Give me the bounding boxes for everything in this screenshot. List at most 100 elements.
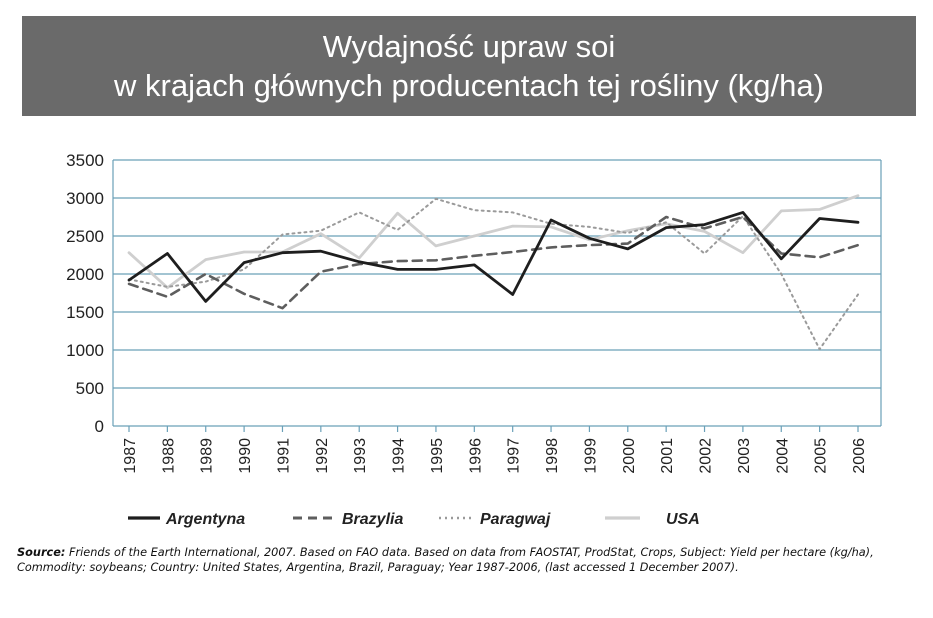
data-point-argentyna-1994	[396, 268, 398, 270]
data-point-paragwaj-1992	[320, 229, 322, 231]
data-point-argentyna-2003	[742, 211, 744, 213]
data-point-usa-1989	[205, 258, 207, 260]
series-line-usa	[127, 194, 860, 290]
y-axis-tick-labels: 0 500 1000 1500 2000 2500 3000 3500	[66, 151, 104, 436]
data-point-usa-2006	[857, 195, 859, 197]
data-point-usa-1993	[358, 257, 360, 259]
series-brazylia	[127, 215, 860, 310]
x-tick-label: 2006	[851, 438, 868, 474]
data-point-usa-1998	[550, 226, 552, 228]
x-tick-label: 1992	[314, 438, 331, 474]
data-point-usa-2005	[818, 208, 820, 210]
data-point-paragwaj-2006	[857, 293, 859, 295]
series-line-argentyna	[127, 210, 860, 303]
data-point-paragwaj-2005	[818, 348, 820, 350]
data-point-usa-1996	[473, 235, 475, 237]
x-tick-label: 1989	[199, 438, 216, 474]
series-paragwaj	[128, 197, 859, 351]
grid-layer	[112, 159, 882, 432]
data-point-brazylia-2002	[703, 227, 705, 229]
legend-label: USA	[666, 511, 700, 528]
data-point-brazylia-2005	[818, 256, 820, 258]
y-tick-label: 3000	[66, 189, 104, 208]
x-tick-label: 2003	[736, 438, 753, 474]
data-point-brazylia-2000	[627, 242, 629, 244]
data-point-brazylia-2003	[742, 216, 744, 218]
x-tick-label: 1995	[429, 438, 446, 474]
data-point-paragwaj-1994	[396, 229, 398, 231]
data-point-argentyna-1993	[358, 261, 360, 263]
legend-item-paragwaj: Paragwaj	[439, 511, 551, 528]
legend-label: Brazylia	[342, 511, 403, 528]
x-tick-label: 1997	[506, 438, 523, 474]
data-point-brazylia-2004	[780, 252, 782, 254]
legend-label: Paragwaj	[480, 511, 551, 528]
x-tick-label: 2000	[621, 438, 638, 474]
legend-item-brazylia: Brazylia	[293, 511, 403, 528]
chart-title-line-1: Wydajność upraw soi	[322, 29, 616, 64]
data-point-paragwaj-1990	[243, 268, 245, 270]
x-axis-tick-labels: 1987 1988 1989 1990 1991 1992 1993 1994 1995 1996…	[122, 438, 868, 474]
data-point-argentyna-2004	[780, 258, 782, 260]
data-point-brazylia-1988	[166, 296, 168, 298]
data-point-brazylia-1991	[281, 307, 283, 309]
series-usa	[127, 194, 860, 290]
data-point-paragwaj-1989	[205, 280, 207, 282]
chart-title-line-2: w krajach głównych producentach tej rośl…	[114, 68, 824, 103]
data-point-brazylia-1998	[550, 246, 552, 248]
data-point-argentyna-1996	[473, 264, 475, 266]
data-point-brazylia-2006	[857, 244, 859, 246]
data-point-usa-2002	[703, 230, 705, 232]
data-point-paragwaj-1997	[511, 211, 513, 213]
data-point-brazylia-2001	[665, 216, 667, 218]
x-tick-label: 1991	[275, 438, 292, 474]
data-point-argentyna-1987	[128, 279, 130, 281]
y-tick-label: 1000	[66, 341, 104, 360]
data-point-paragwaj-2001	[665, 221, 667, 223]
x-tick-label: 1999	[582, 438, 599, 474]
data-point-paragwaj-1991	[281, 233, 283, 235]
data-point-paragwaj-1996	[473, 209, 475, 211]
x-tick-label: 1998	[544, 438, 561, 474]
data-point-brazylia-1994	[396, 260, 398, 262]
series-argentyna	[127, 210, 860, 303]
data-point-usa-1987	[128, 252, 130, 254]
data-point-argentyna-1991	[281, 252, 283, 254]
data-point-usa-2000	[627, 229, 629, 231]
y-tick-label: 500	[76, 379, 104, 398]
x-tick-label: 1993	[352, 438, 369, 474]
y-tick-label: 2500	[66, 227, 104, 246]
x-tick-label: 1990	[237, 438, 254, 474]
data-point-usa-1992	[320, 233, 322, 235]
legend-item-usa: USA	[605, 511, 700, 528]
data-point-paragwaj-1995	[435, 198, 437, 200]
data-point-paragwaj-2004	[780, 273, 782, 275]
x-tick-label: 1994	[391, 438, 408, 474]
x-tick-label: 2002	[698, 438, 715, 474]
source-label: Source:	[17, 546, 66, 559]
data-point-argentyna-1999	[588, 237, 590, 239]
data-point-usa-1997	[511, 225, 513, 227]
data-point-argentyna-1989	[205, 300, 207, 302]
x-tick-label: 1996	[467, 438, 484, 474]
data-point-argentyna-1990	[243, 261, 245, 263]
series-layer	[127, 194, 860, 351]
series-line-brazylia	[127, 215, 860, 310]
data-point-brazylia-1990	[243, 293, 245, 295]
y-tick-label: 2000	[66, 265, 104, 284]
data-point-argentyna-2000	[627, 248, 629, 250]
data-point-argentyna-2002	[703, 223, 705, 225]
data-point-usa-2004	[780, 210, 782, 212]
y-tick-label: 1500	[66, 303, 104, 322]
series-line-paragwaj	[128, 197, 859, 351]
data-point-argentyna-1995	[435, 268, 437, 270]
legend-label: Argentyna	[165, 511, 245, 528]
data-point-brazylia-1992	[320, 271, 322, 273]
data-point-brazylia-1995	[435, 259, 437, 261]
x-tick-label: 2004	[774, 438, 791, 474]
x-tick-label: 2001	[659, 438, 676, 474]
source-text: Friends of the Earth International, 2007…	[17, 546, 874, 574]
x-tick-label: 1988	[160, 438, 177, 474]
x-tick-label: 2005	[813, 438, 830, 474]
chart-title-banner: Wydajność upraw soi w krajach głównych p…	[22, 16, 916, 116]
